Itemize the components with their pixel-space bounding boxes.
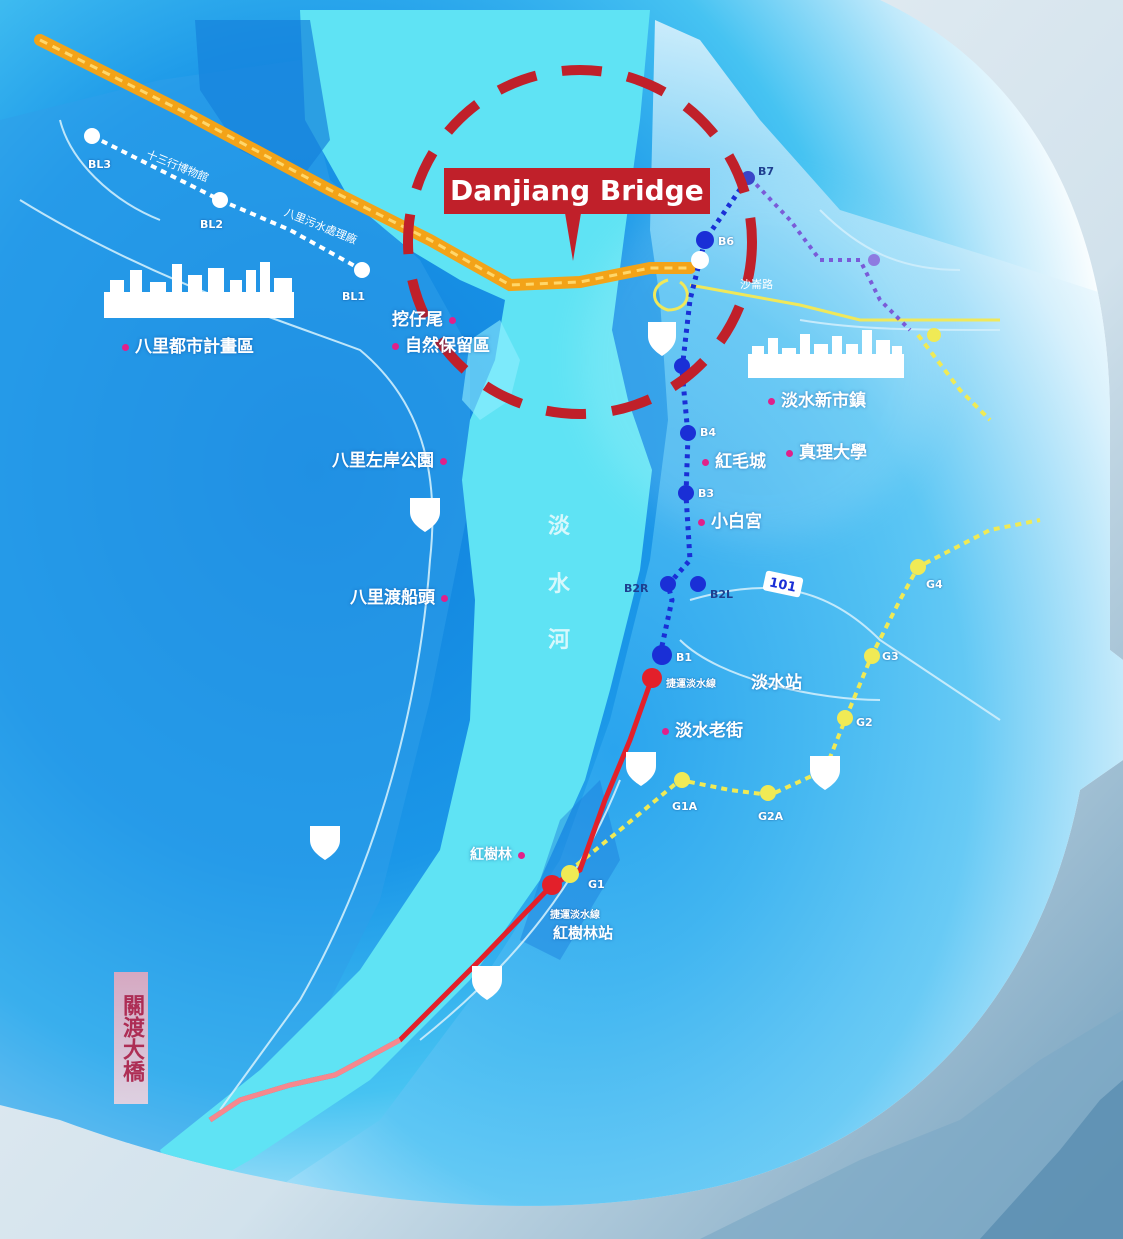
label-bali-urban: 八里都市計畫區: [122, 332, 254, 357]
code-B1: B1: [676, 651, 693, 664]
mrt-hongshulin-station: 紅樹林站: [553, 924, 614, 942]
blue-line-route: [657, 176, 751, 656]
bridge-highlight-circle: [403, 65, 757, 419]
shield-markers: [310, 322, 840, 1000]
station-dots: [84, 128, 941, 895]
label-mangrove: 紅樹林: [470, 844, 525, 864]
white-bl-route: [91, 134, 363, 272]
guandu-bridge-sign: 關渡大橋: [114, 972, 148, 1104]
code-B3: B3: [698, 487, 715, 500]
code-G2: G2: [856, 716, 873, 729]
label-bali-left-bank-park: 八里左岸公園: [332, 446, 447, 471]
label-wazihwei-1: 挖仔尾: [392, 305, 456, 330]
yellow-interchange: [653, 278, 689, 312]
bali-land: [0, 60, 470, 1206]
road-sign-101: 101: [762, 570, 804, 598]
code-G3: G3: [882, 650, 899, 663]
purple-line-route: [748, 176, 912, 332]
river-name-3: 河: [548, 628, 571, 653]
label-wazihwei-2: 自然保留區: [392, 331, 490, 356]
code-G1: G1: [588, 878, 605, 891]
road-sign-label: 101: [768, 575, 798, 595]
skyline-tamsui: [748, 330, 904, 378]
label-aletheia-university: 真理大學: [786, 438, 867, 463]
shalun-road: [689, 283, 1000, 322]
mrt-tamsui-line-label: 捷運淡水線: [666, 679, 716, 690]
skyline-bali: [104, 262, 294, 318]
code-BL3: BL3: [88, 158, 112, 171]
label-little-white-house: 小白宮: [698, 507, 762, 532]
light-rail-route-east: [916, 333, 992, 422]
code-B6: B6: [718, 235, 735, 248]
code-B7: B7: [758, 165, 775, 178]
label-shalun-road: 沙崙路: [740, 278, 773, 291]
code-BL1: BL1: [342, 290, 366, 303]
code-G1A: G1A: [672, 800, 698, 813]
code-G4: G4: [926, 578, 943, 591]
label-fort-santo-domingo: 紅毛城: [702, 447, 766, 472]
background-ridge: [980, 1080, 1123, 1239]
label-tamsui-old-street: 淡水老街: [662, 716, 743, 741]
mrt-hongshulin-line-label: 捷運淡水線: [550, 910, 600, 921]
code-G2A: G2A: [758, 810, 784, 823]
code-B2R: B2R: [624, 582, 649, 595]
tamsui-river: [160, 10, 652, 1200]
background-mountains: [700, 1010, 1123, 1239]
north-pier: [195, 20, 330, 180]
label-tamsui-new-town: 淡水新市鎮: [768, 386, 866, 411]
code-B4: B4: [700, 426, 717, 439]
river-name-1: 淡: [548, 514, 571, 539]
code-B2L: B2L: [710, 588, 734, 601]
river-name-2: 水: [548, 572, 571, 597]
light-rail-route: [566, 518, 1041, 874]
danjiang-bridge-callout: Danjiang Bridge: [444, 168, 710, 214]
callout-pointer: [565, 213, 581, 261]
mrt-tamsui-station: 淡水站: [751, 673, 802, 693]
code-BL2: BL2: [200, 218, 224, 231]
label-bali-ferry: 八里渡船頭: [350, 583, 448, 608]
